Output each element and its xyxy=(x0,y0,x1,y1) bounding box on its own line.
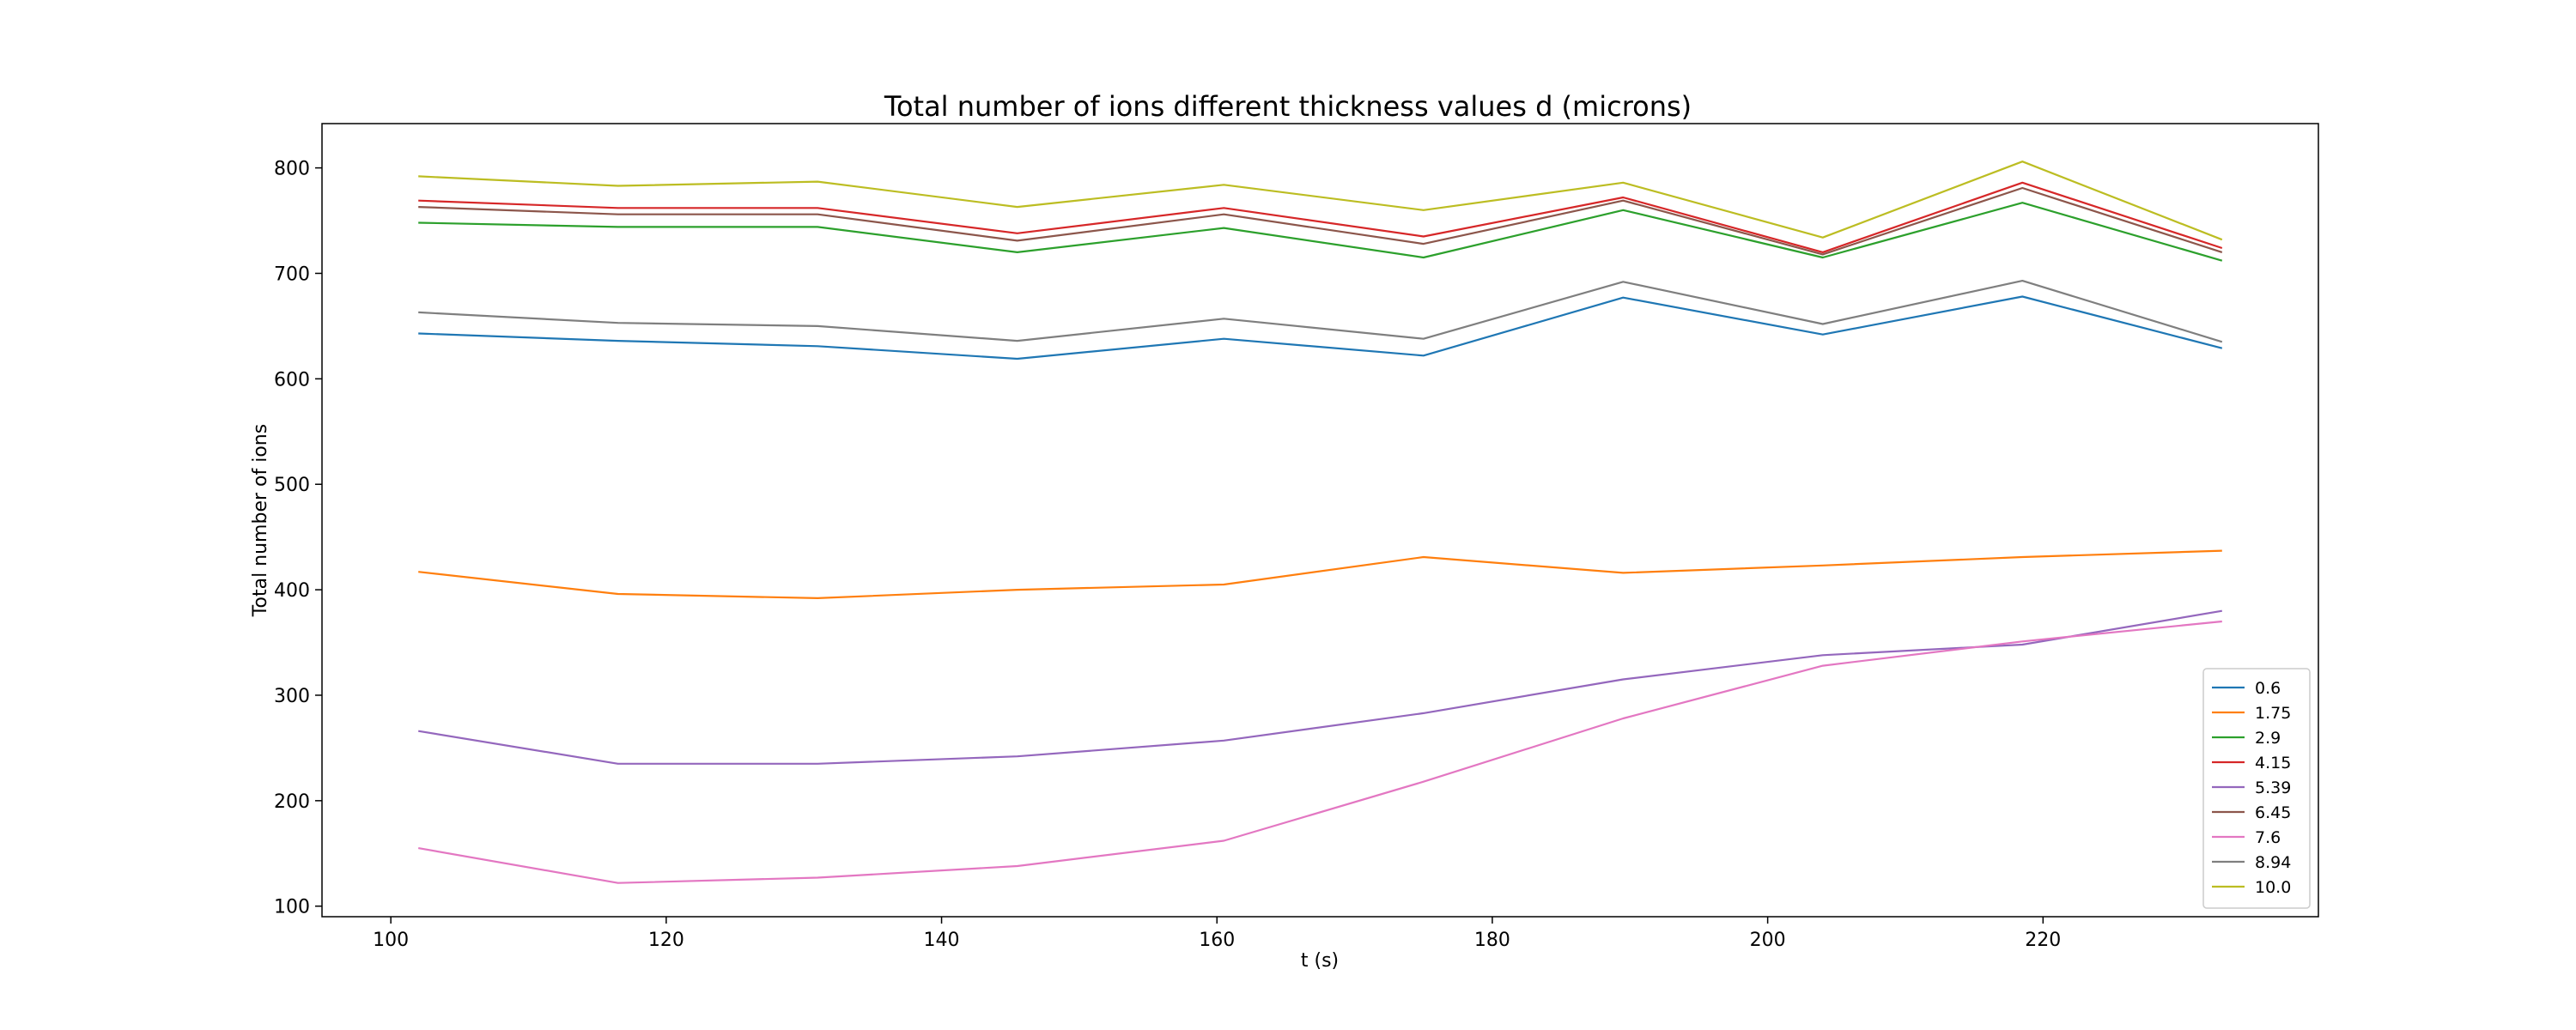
x-tick-label: 140 xyxy=(924,930,960,951)
series-line-0 xyxy=(418,295,2223,360)
series-line-5 xyxy=(418,186,2223,256)
y-tick-label: 300 xyxy=(274,686,310,707)
x-tick-label: 120 xyxy=(648,930,684,951)
legend-label: 8.94 xyxy=(2255,853,2291,872)
series-line-8 xyxy=(418,161,2223,241)
series-line-3 xyxy=(418,181,2223,253)
series-line-2 xyxy=(418,202,2223,262)
legend-label: 6.45 xyxy=(2255,803,2291,822)
y-tick-label: 500 xyxy=(274,475,310,496)
legend-label: 1.75 xyxy=(2255,704,2291,723)
series-line-6 xyxy=(418,620,2222,884)
x-axis-label: t (s) xyxy=(1301,950,1339,972)
series-line-1 xyxy=(418,549,2222,600)
legend-label: 7.6 xyxy=(2255,828,2281,847)
legend-label: 10.0 xyxy=(2255,878,2291,897)
y-axis-label: Total number of ions xyxy=(250,424,271,617)
x-axis-ticks: 100 120 140 160 180 200 220 xyxy=(373,917,2061,951)
legend-label: 5.39 xyxy=(2255,779,2291,797)
x-tick-label: 180 xyxy=(1474,930,1510,951)
y-tick-label: 700 xyxy=(274,264,310,285)
legend: 0.6 1.75 2.9 4.15 5.39 6.45 7.6 8.94 10.0 xyxy=(2202,668,2311,909)
legend-label: 2.9 xyxy=(2255,729,2281,748)
plot-frame xyxy=(321,123,2319,918)
series-line-4 xyxy=(418,609,2222,765)
y-tick-label: 400 xyxy=(274,580,310,602)
legend-label: 4.15 xyxy=(2255,754,2291,772)
series-lines xyxy=(418,161,2223,884)
x-tick-label: 200 xyxy=(1750,930,1786,951)
y-tick-label: 800 xyxy=(274,159,310,180)
y-tick-label: 200 xyxy=(274,791,310,813)
series-line-7 xyxy=(418,280,2223,343)
chart-title: Total number of ions different thickness… xyxy=(884,90,1692,123)
x-tick-label: 160 xyxy=(1199,930,1235,951)
y-tick-label: 100 xyxy=(274,897,310,918)
x-tick-label: 100 xyxy=(373,930,409,951)
y-tick-label: 600 xyxy=(274,369,310,391)
legend-box xyxy=(2202,668,2311,909)
y-axis-ticks: 100 200 300 400 500 600 700 800 xyxy=(274,159,322,918)
x-tick-label: 220 xyxy=(2025,930,2061,951)
legend-label: 0.6 xyxy=(2255,679,2281,698)
